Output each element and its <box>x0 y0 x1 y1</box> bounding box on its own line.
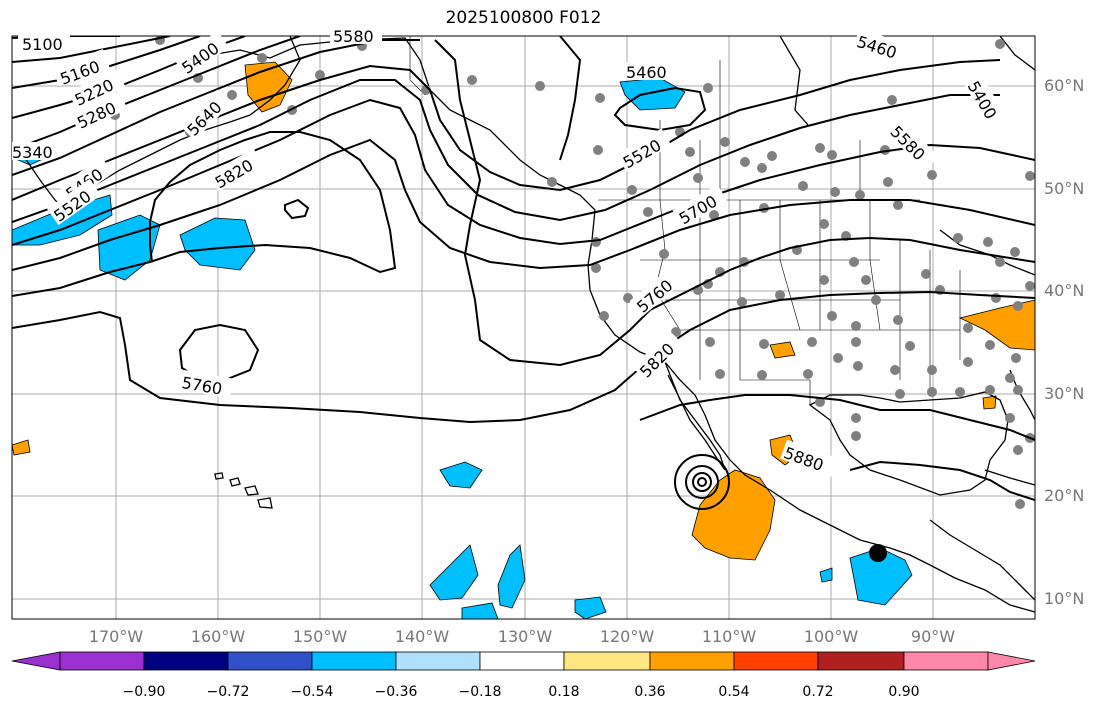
colorbar-tick: −0.54 <box>290 684 334 700</box>
lon-label: 150°W <box>292 627 348 646</box>
colorbar-tick: 0.54 <box>718 684 750 700</box>
colorbar-tick: 0.72 <box>802 684 834 700</box>
plot-frame <box>11 35 1036 620</box>
colorbar-tick: 0.18 <box>548 684 580 700</box>
contour-labels: 5100 5160 5220 5280 5340 5400 5460 5520 … <box>12 27 1008 477</box>
lon-label: 120°W <box>599 627 655 646</box>
contour-label: 5880 <box>781 443 826 475</box>
height-contours <box>12 36 1035 510</box>
map-grid <box>12 36 1035 619</box>
contour-label: 5460 <box>854 32 899 63</box>
colorbar-tick: −0.72 <box>206 684 250 700</box>
colorbar-tick: −0.18 <box>458 684 502 700</box>
lat-label: 60°N <box>1044 76 1085 95</box>
lon-label: 170°W <box>88 627 144 646</box>
map-title: 2025100800 F012 <box>445 8 602 28</box>
contour-label: 5580 <box>333 27 374 46</box>
storm-position-marker <box>869 544 887 562</box>
colorbar-extend-low <box>11 651 61 671</box>
colorbar-tick: −0.90 <box>122 684 166 700</box>
lon-label: 140°W <box>394 627 450 646</box>
contour-label: 5340 <box>12 143 53 162</box>
lon-label: 90°W <box>910 627 956 646</box>
colorbar <box>11 651 1036 671</box>
lon-label: 160°W <box>190 627 246 646</box>
lat-label: 30°N <box>1044 384 1085 403</box>
contour-label: 5460 <box>626 63 667 82</box>
coastlines <box>12 36 1035 613</box>
lat-label: 10°N <box>1044 589 1085 608</box>
lat-label: 20°N <box>1044 486 1085 505</box>
lon-label: 130°W <box>497 627 553 646</box>
colorbar-tick: −0.36 <box>374 684 418 700</box>
lat-label: 40°N <box>1044 281 1085 300</box>
lon-label: 110°W <box>701 627 757 646</box>
colorbar-extend-high <box>987 651 1036 671</box>
lon-label: 100°W <box>803 627 859 646</box>
colorbar-tick: 0.36 <box>634 684 666 700</box>
positive-anomaly-areas <box>12 61 1035 561</box>
colorbar-tick: 0.90 <box>888 684 920 700</box>
contour-label: 5100 <box>22 35 63 54</box>
lat-label: 50°N <box>1044 179 1085 198</box>
